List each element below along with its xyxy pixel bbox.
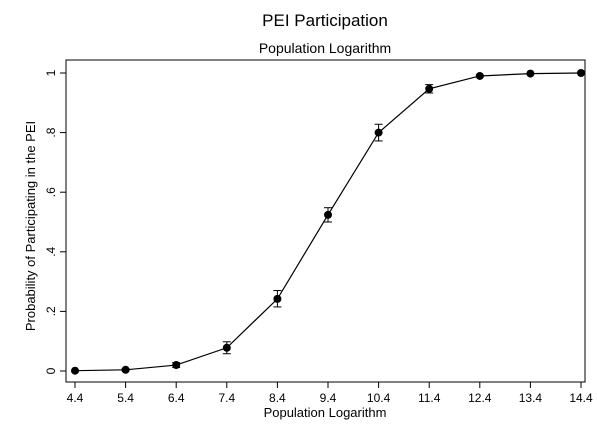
data-point — [577, 69, 585, 77]
x-tick-label: 9.4 — [320, 391, 337, 405]
x-tick-label: 14.4 — [569, 391, 593, 405]
x-axis-label: Population Logarithm — [264, 405, 387, 420]
x-tick-label: 8.4 — [269, 391, 286, 405]
x-tick-label: 11.4 — [418, 391, 441, 405]
x-tick-label: 10.4 — [367, 391, 391, 405]
data-point — [374, 128, 383, 137]
data-point — [121, 365, 130, 374]
x-tick-label: 4.4 — [67, 391, 84, 405]
x-tick-label: 5.4 — [117, 391, 134, 405]
plot-frame — [65, 59, 586, 383]
chart-title: PEI Participation — [262, 11, 388, 30]
x-tick-label: 6.4 — [168, 391, 185, 405]
data-point — [324, 210, 332, 219]
data-point — [475, 71, 484, 80]
y-tick-label: .8 — [44, 127, 58, 137]
y-tick-label: 1 — [44, 69, 58, 76]
data-point — [425, 84, 434, 93]
data-point — [222, 343, 231, 352]
y-tick-label: 0 — [44, 367, 58, 374]
x-tick-label: 13.4 — [519, 391, 543, 405]
y-axis-label: Probability of Participating in the PEI — [23, 121, 38, 331]
plot-area: 0.2.4.6.814.4 5.4 6.4 7.4 8.4 9.4 10.4 11.4 12.4… — [44, 59, 593, 405]
x-tick-label: 12.4 — [468, 391, 492, 405]
y-tick-label: .4 — [44, 246, 58, 256]
y-tick-label: .2 — [44, 306, 58, 316]
x-tick-label: 7.4 — [218, 391, 235, 405]
y-tick-label: .6 — [44, 187, 58, 197]
data-point — [71, 366, 79, 375]
data-point — [172, 361, 181, 370]
data-point — [526, 69, 535, 78]
chart-subtitle: Population Logarithm — [259, 40, 391, 56]
data-point — [273, 294, 282, 303]
